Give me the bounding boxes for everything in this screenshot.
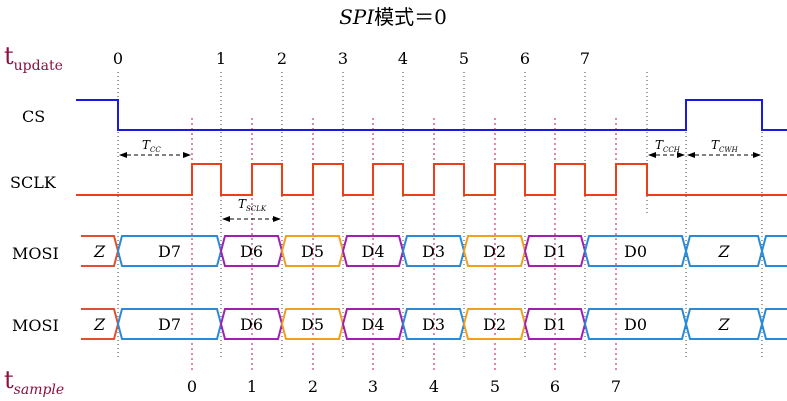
sclk-waveform: [76, 163, 787, 196]
t-sample-sub: sample: [14, 382, 65, 398]
mosi-label-1: MOSI: [12, 244, 59, 263]
t-update-label: tupdate: [4, 42, 63, 74]
tsclk-label: TSCLK: [238, 197, 267, 213]
bus-label: D5: [301, 315, 324, 334]
bus-label: D6: [240, 242, 263, 261]
update-tick-labels: 0 1 2 3 4 5 6 7: [113, 49, 590, 68]
bus-segment: [761, 235, 787, 267]
bus-label: D1: [543, 242, 566, 261]
sample-tick-labels: 0 1 2 3 4 5 6 7: [187, 377, 621, 396]
bus-label: Z: [93, 242, 106, 261]
sample-tick-3: 3: [368, 377, 378, 396]
cs-waveform: [76, 99, 787, 131]
mosi-bus-row-2: Z D7 D6 D5 D4 D3 D2 D1 D0 Z: [81, 308, 787, 340]
update-tick-7: 7: [580, 49, 590, 68]
t-update-sub: update: [14, 58, 63, 74]
t-sample-main: t: [4, 366, 14, 394]
bus-label: D3: [422, 315, 445, 334]
cs-label: CS: [22, 107, 45, 126]
bus-label: D2: [483, 315, 506, 334]
update-tick-0: 0: [113, 49, 123, 68]
update-tick-1: 1: [216, 49, 226, 68]
sample-guides: [191, 118, 617, 372]
timing-dimensions: [119, 152, 761, 222]
bus-label: D4: [361, 242, 384, 261]
t-update-main: t: [4, 42, 14, 70]
bus-label: D1: [543, 315, 566, 334]
bus-label: D6: [240, 315, 263, 334]
bus-label: D7: [158, 242, 181, 261]
bus-label: Z: [93, 315, 106, 334]
update-tick-4: 4: [398, 49, 408, 68]
bus-label: Z: [717, 242, 730, 261]
diagram-title: SPI模式＝0: [339, 5, 447, 29]
sample-tick-5: 5: [490, 377, 500, 396]
bus-label: Z: [717, 315, 730, 334]
bus-label: D5: [301, 242, 324, 261]
bus-label: D3: [422, 242, 445, 261]
sample-tick-4: 4: [429, 377, 439, 396]
bus-label: D0: [624, 315, 647, 334]
sample-tick-0: 0: [187, 377, 197, 396]
bus-label: D0: [624, 242, 647, 261]
tcch-label: TCCH: [655, 138, 681, 154]
sample-tick-6: 6: [550, 377, 560, 396]
sclk-label: SCLK: [10, 173, 57, 192]
bus-label: D4: [361, 315, 384, 334]
update-tick-5: 5: [459, 49, 469, 68]
update-guides: [117, 72, 763, 360]
tcwh-label: TCWH: [711, 138, 739, 154]
bus-label: D7: [158, 315, 181, 334]
bus-label: D2: [483, 242, 506, 261]
sample-tick-1: 1: [247, 377, 257, 396]
tcc-label: TCC: [142, 138, 161, 154]
t-sample-label: tsample: [4, 366, 64, 398]
title-rest: 模式＝0: [374, 5, 447, 29]
title-italic: SPI: [339, 5, 375, 29]
update-tick-2: 2: [277, 49, 287, 68]
bus-segment: [761, 308, 787, 340]
update-tick-6: 6: [520, 49, 530, 68]
sample-tick-2: 2: [308, 377, 318, 396]
mosi-label-2: MOSI: [12, 316, 59, 335]
update-tick-3: 3: [338, 49, 348, 68]
sample-tick-7: 7: [611, 377, 621, 396]
timing-labels: TCC TSCLK TCCH TCWH: [142, 138, 739, 213]
mosi-bus-row-1: Z D7 D6 D5 D4 D3 D2 D1 D0 Z: [81, 235, 787, 267]
signal-names: CS SCLK MOSI MOSI: [10, 107, 59, 335]
